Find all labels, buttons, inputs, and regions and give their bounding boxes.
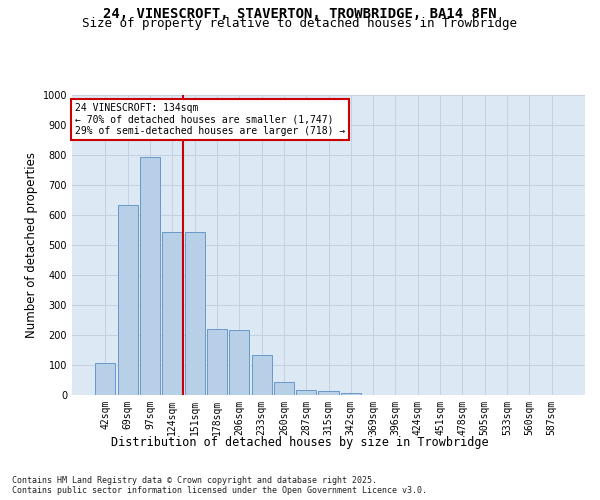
Bar [185,232,205,395]
Bar [229,330,249,395]
Text: Distribution of detached houses by size in Trowbridge: Distribution of detached houses by size … [111,436,489,449]
Text: Size of property relative to detached houses in Trowbridge: Size of property relative to detached ho… [83,18,517,30]
Y-axis label: Number of detached properties: Number of detached properties [25,152,38,338]
Bar [118,206,138,395]
Bar [251,354,272,395]
Bar [95,363,115,395]
Bar [296,390,316,395]
Text: Contains HM Land Registry data © Crown copyright and database right 2025.
Contai: Contains HM Land Registry data © Crown c… [12,476,427,495]
Bar [140,156,160,395]
Text: 24, VINESCROFT, STAVERTON, TROWBRIDGE, BA14 8FN: 24, VINESCROFT, STAVERTON, TROWBRIDGE, B… [103,8,497,22]
Bar [162,232,182,395]
Text: 24 VINESCROFT: 134sqm
← 70% of detached houses are smaller (1,747)
29% of semi-d: 24 VINESCROFT: 134sqm ← 70% of detached … [74,102,345,136]
Bar [319,390,338,395]
Bar [274,382,294,395]
Bar [207,329,227,395]
Bar [341,392,361,395]
